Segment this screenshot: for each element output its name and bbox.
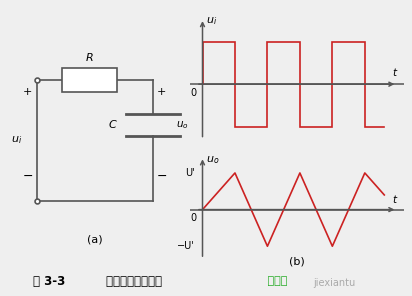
Text: $u_i$: $u_i$ — [11, 135, 22, 147]
Text: t: t — [392, 195, 396, 205]
Text: −U': −U' — [177, 241, 195, 251]
Text: −: − — [22, 170, 33, 184]
Text: C: C — [109, 120, 117, 130]
Text: +: + — [157, 87, 166, 97]
Text: +: + — [23, 87, 33, 97]
Text: U': U' — [185, 168, 195, 178]
Text: −: − — [157, 170, 167, 184]
Bar — [62, 68, 117, 92]
Text: $u_i$: $u_i$ — [206, 15, 218, 27]
Text: 0: 0 — [190, 213, 196, 223]
Text: (a): (a) — [87, 235, 103, 245]
Text: $u_o$: $u_o$ — [206, 154, 220, 166]
Text: t: t — [392, 68, 396, 78]
Text: jiexiantu: jiexiantu — [313, 278, 356, 288]
Text: $u_o$: $u_o$ — [176, 119, 189, 131]
Text: (b): (b) — [289, 257, 304, 267]
Text: 0: 0 — [190, 88, 196, 98]
Text: 接线图: 接线图 — [264, 276, 287, 286]
Text: 积分电路及其波形: 积分电路及其波形 — [91, 275, 162, 288]
Text: R: R — [85, 53, 93, 63]
Text: 图 3-3: 图 3-3 — [33, 275, 65, 288]
